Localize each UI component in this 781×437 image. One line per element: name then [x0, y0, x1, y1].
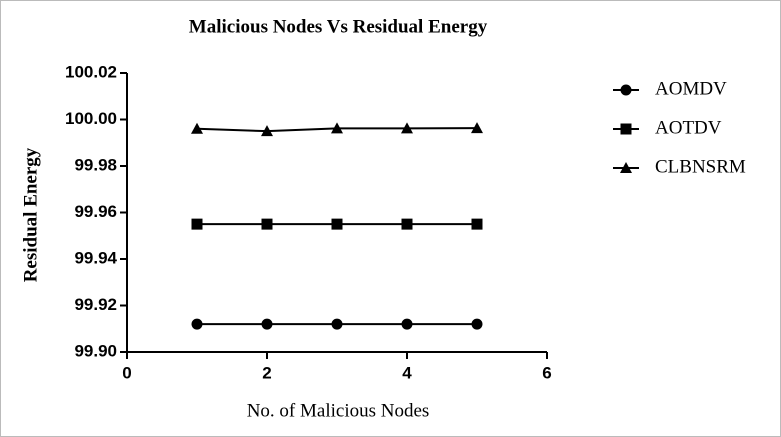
x-axis-label: No. of Malicious Nodes — [247, 400, 430, 421]
point — [191, 122, 203, 134]
point — [191, 318, 203, 330]
point — [331, 122, 343, 134]
point — [471, 122, 483, 134]
x-tick-label: 0 — [122, 363, 131, 382]
legend-marker — [620, 84, 632, 96]
legend-label: AOMDV — [655, 78, 727, 99]
y-tick-label: 99.96 — [74, 202, 117, 221]
point — [401, 218, 413, 230]
point — [401, 318, 413, 330]
y-tick-label: 100.02 — [65, 62, 117, 81]
y-tick-label: 99.94 — [74, 248, 117, 267]
chart-title: Malicious Nodes Vs Residual Energy — [189, 16, 488, 37]
point — [471, 218, 483, 230]
point — [331, 218, 343, 230]
y-tick-label: 99.98 — [74, 155, 117, 174]
x-tick-label: 4 — [402, 363, 412, 382]
point — [261, 125, 273, 137]
legend-label: CLBNSRM — [655, 156, 746, 177]
y-tick-label: 99.90 — [74, 341, 117, 360]
point — [261, 318, 273, 330]
legend-label: AOTDV — [655, 117, 722, 138]
x-tick-label: 2 — [262, 363, 271, 382]
x-tick-label: 6 — [542, 363, 551, 382]
point — [471, 318, 483, 330]
point — [261, 218, 273, 230]
legend-marker — [620, 162, 632, 173]
point — [191, 218, 203, 230]
y-axis-label: Residual Energy — [20, 147, 41, 282]
point — [401, 122, 413, 134]
y-tick-label: 99.92 — [74, 295, 117, 314]
y-tick-label: 100.00 — [65, 109, 117, 128]
point — [331, 318, 343, 330]
legend-marker — [620, 123, 632, 135]
